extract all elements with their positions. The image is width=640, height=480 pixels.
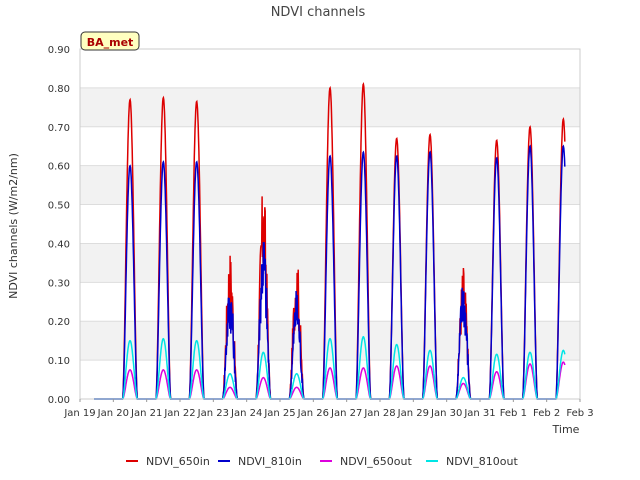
y-tick-label: 0.30 (48, 278, 70, 289)
y-tick-label: 0.40 (48, 239, 70, 250)
x-tick-label: Jan 28 (363, 408, 395, 419)
y-tick-label: 0.80 (48, 84, 70, 95)
legend-item-ndvi_810out: NDVI_810out (426, 455, 518, 468)
annotation-text: BA_met (87, 36, 134, 49)
x-tick-label: Jan 26 (297, 408, 329, 419)
legend-item-ndvi_650out: NDVI_650out (320, 455, 412, 468)
x-tick-label: Feb 3 (566, 408, 593, 419)
y-tick-label: 0.00 (48, 395, 70, 406)
x-tick-label: Jan 31 (463, 408, 495, 419)
x-tick-label: Jan 25 (263, 408, 295, 419)
plot-band (80, 321, 580, 361)
x-tick-label: Jan 19 (63, 408, 95, 419)
legend-label: NDVI_810out (446, 455, 518, 468)
x-tick-label: Jan 27 (330, 408, 362, 419)
x-tick-label: Jan 22 (163, 408, 195, 419)
y-tick-label: 0.70 (48, 123, 70, 134)
x-tick-label: Jan 24 (230, 408, 262, 419)
legend-item-ndvi_650in: NDVI_650in (126, 455, 210, 468)
y-axis-ticks: 0.00 0.10 0.20 0.30 0.40 0.50 0.60 0.70 0.80 0.90 (48, 45, 70, 406)
x-axis-ticks: Jan 19 Jan 20 Jan 21 Jan 22 Jan 23 Jan 24 Jan … (63, 399, 594, 419)
annotation-box (80, 31, 140, 51)
legend-label: NDVI_810in (238, 455, 302, 468)
y-tick-label: 0.10 (48, 356, 70, 367)
plot-bands (80, 87, 580, 361)
x-tick-label: Jan 20 (97, 408, 129, 419)
legend-item-ndvi_810in: NDVI_810in (218, 455, 302, 468)
y-tick-label: 0.20 (48, 317, 70, 328)
chart-title: NDVI channels (271, 5, 366, 20)
site-annotation: BA_met (80, 31, 140, 51)
x-tick-label: Jan 30 (430, 408, 462, 419)
x-tick-label: Jan 21 (130, 408, 162, 419)
plot-band (80, 165, 580, 205)
plot-frame (79, 48, 581, 400)
legend: NDVI_650in NDVI_810in NDVI_650out NDVI_810o… (126, 455, 518, 468)
y-tick-label: 0.50 (48, 201, 70, 212)
legend-label: NDVI_650in (146, 455, 210, 468)
x-tick-label: Feb 2 (533, 408, 560, 419)
x-tick-label: Feb 1 (500, 408, 527, 419)
x-axis-label: Time (552, 423, 580, 436)
y-tick-label: 0.60 (48, 162, 70, 173)
x-tick-label: Jan 29 (397, 408, 429, 419)
x-tick-label: Jan 23 (197, 408, 229, 419)
plot-band (80, 243, 580, 283)
y-axis-label: NDVI channels (W/m2/nm) (7, 153, 20, 299)
legend-label: NDVI_650out (340, 455, 412, 468)
y-tick-label: 0.90 (48, 45, 70, 56)
